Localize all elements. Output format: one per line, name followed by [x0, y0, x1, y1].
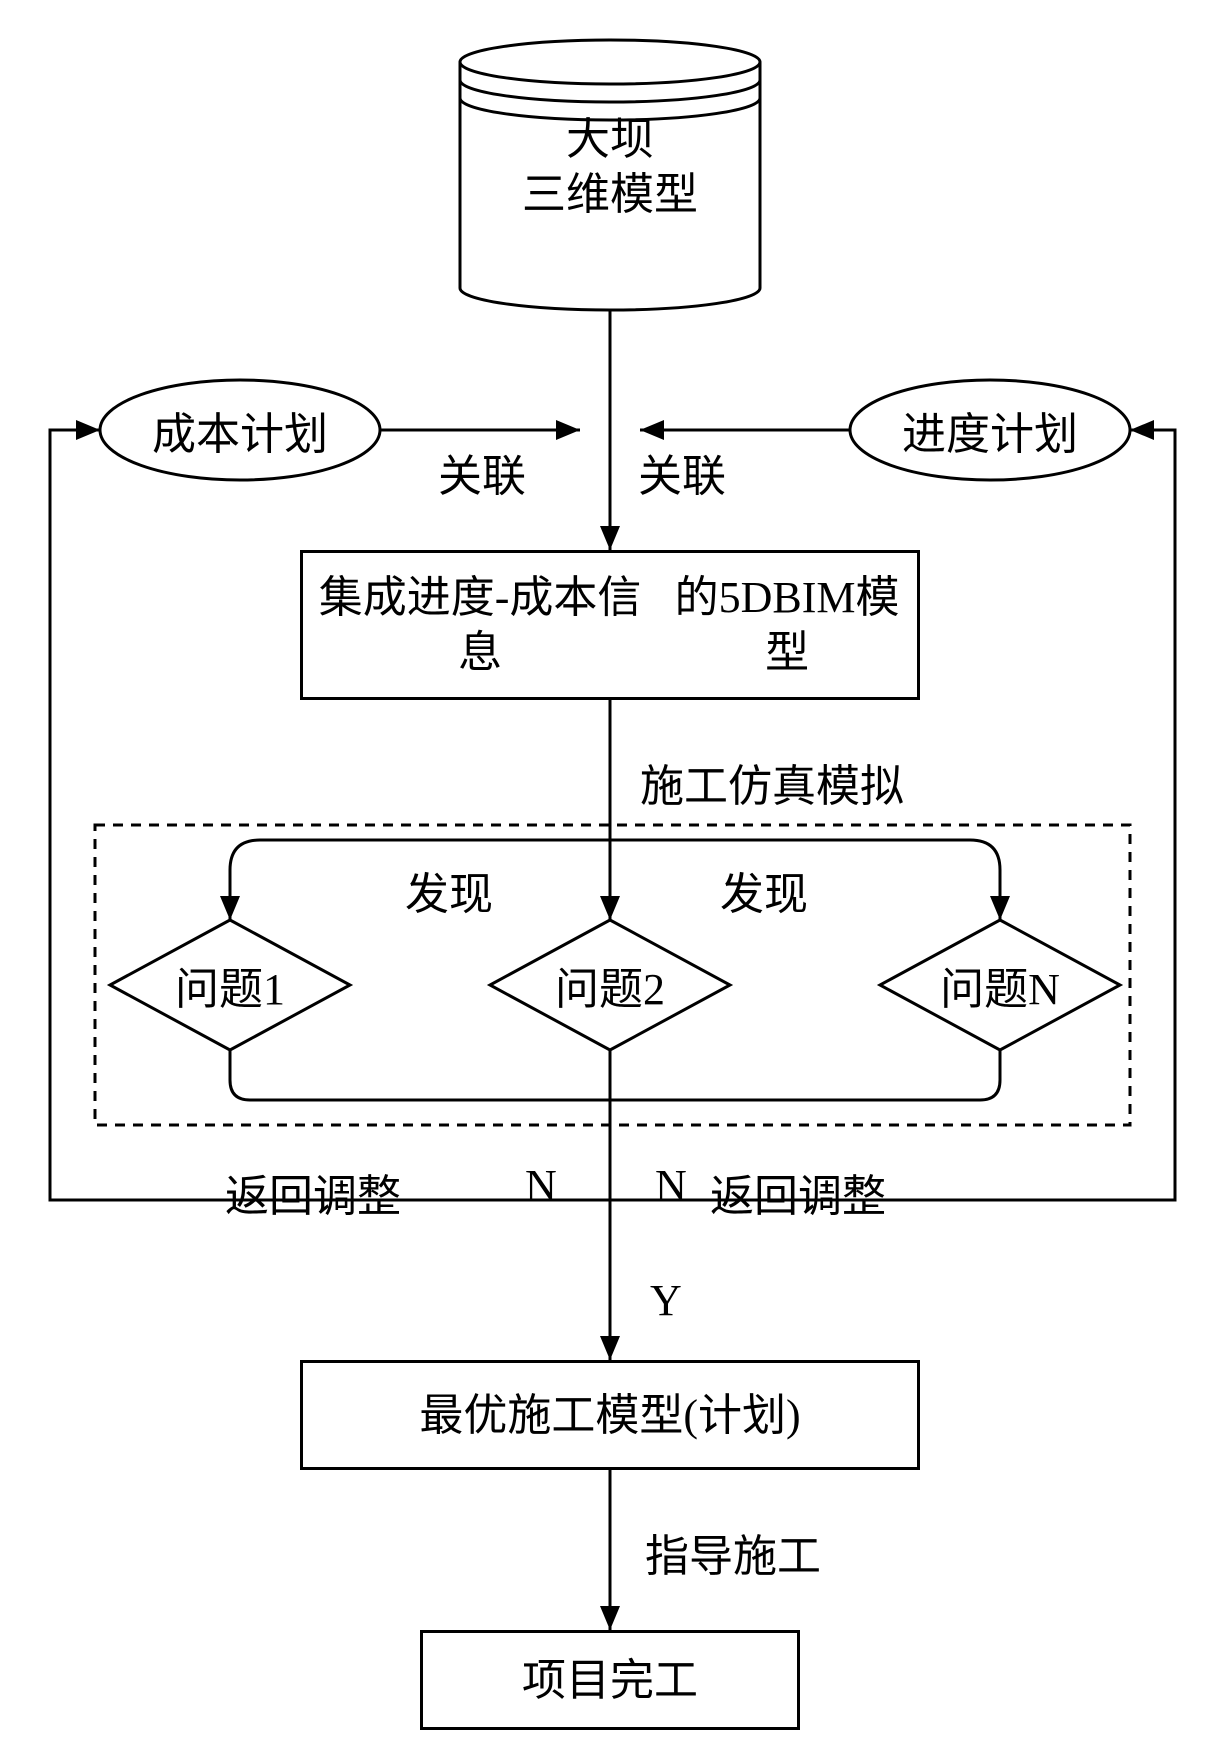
label-assoc_r: 关联 — [638, 440, 726, 504]
label-n_r: N — [655, 1160, 687, 1211]
label-find_l: 发现 — [405, 858, 493, 922]
done-box: 项目完工 — [420, 1630, 800, 1730]
cost-ellipse: 成本计划 — [100, 380, 380, 480]
db-cylinder-text: 大坝三维模型 — [460, 112, 760, 222]
label-ret_r: 返回调整 — [710, 1160, 886, 1224]
bim-box: 集成进度-成本信息的5DBIM模型 — [300, 550, 920, 700]
qn-diamond: 问题N — [880, 920, 1120, 1050]
opt-box: 最优施工模型(计划) — [300, 1360, 920, 1470]
label-find_r: 发现 — [720, 858, 808, 922]
label-assoc_l: 关联 — [438, 440, 526, 504]
q2-diamond: 问题2 — [490, 920, 730, 1050]
label-guide: 指导施工 — [645, 1520, 821, 1584]
sched-ellipse: 进度计划 — [850, 380, 1130, 480]
label-n_l: N — [525, 1160, 557, 1211]
label-sim: 施工仿真模拟 — [640, 750, 904, 814]
label-ret_l: 返回调整 — [225, 1160, 401, 1224]
label-y: Y — [650, 1275, 682, 1326]
q1-diamond: 问题1 — [110, 920, 350, 1050]
